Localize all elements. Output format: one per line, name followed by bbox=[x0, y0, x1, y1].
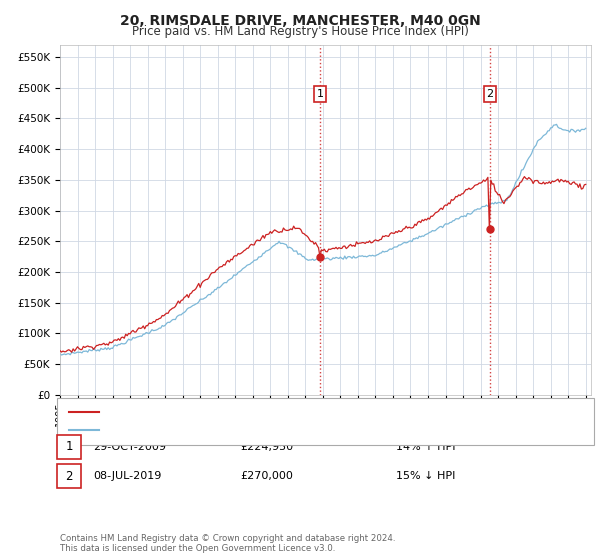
Text: Contains HM Land Registry data © Crown copyright and database right 2024.
This d: Contains HM Land Registry data © Crown c… bbox=[60, 534, 395, 553]
Text: 2: 2 bbox=[65, 469, 73, 483]
Text: 14% ↑ HPI: 14% ↑ HPI bbox=[396, 442, 455, 452]
Text: £224,950: £224,950 bbox=[240, 442, 293, 452]
Text: 29-OCT-2009: 29-OCT-2009 bbox=[93, 442, 166, 452]
Text: 08-JUL-2019: 08-JUL-2019 bbox=[93, 471, 161, 481]
Text: 1: 1 bbox=[65, 440, 73, 454]
Text: HPI: Average price, detached house, Manchester: HPI: Average price, detached house, Manc… bbox=[105, 425, 359, 435]
Text: Price paid vs. HM Land Registry's House Price Index (HPI): Price paid vs. HM Land Registry's House … bbox=[131, 25, 469, 38]
Text: 2: 2 bbox=[487, 89, 493, 99]
Text: 20, RIMSDALE DRIVE, MANCHESTER, M40 0GN (detached house): 20, RIMSDALE DRIVE, MANCHESTER, M40 0GN … bbox=[105, 407, 440, 417]
Text: 1: 1 bbox=[316, 89, 323, 99]
Text: 20, RIMSDALE DRIVE, MANCHESTER, M40 0GN: 20, RIMSDALE DRIVE, MANCHESTER, M40 0GN bbox=[119, 14, 481, 28]
Text: 15% ↓ HPI: 15% ↓ HPI bbox=[396, 471, 455, 481]
Text: £270,000: £270,000 bbox=[240, 471, 293, 481]
